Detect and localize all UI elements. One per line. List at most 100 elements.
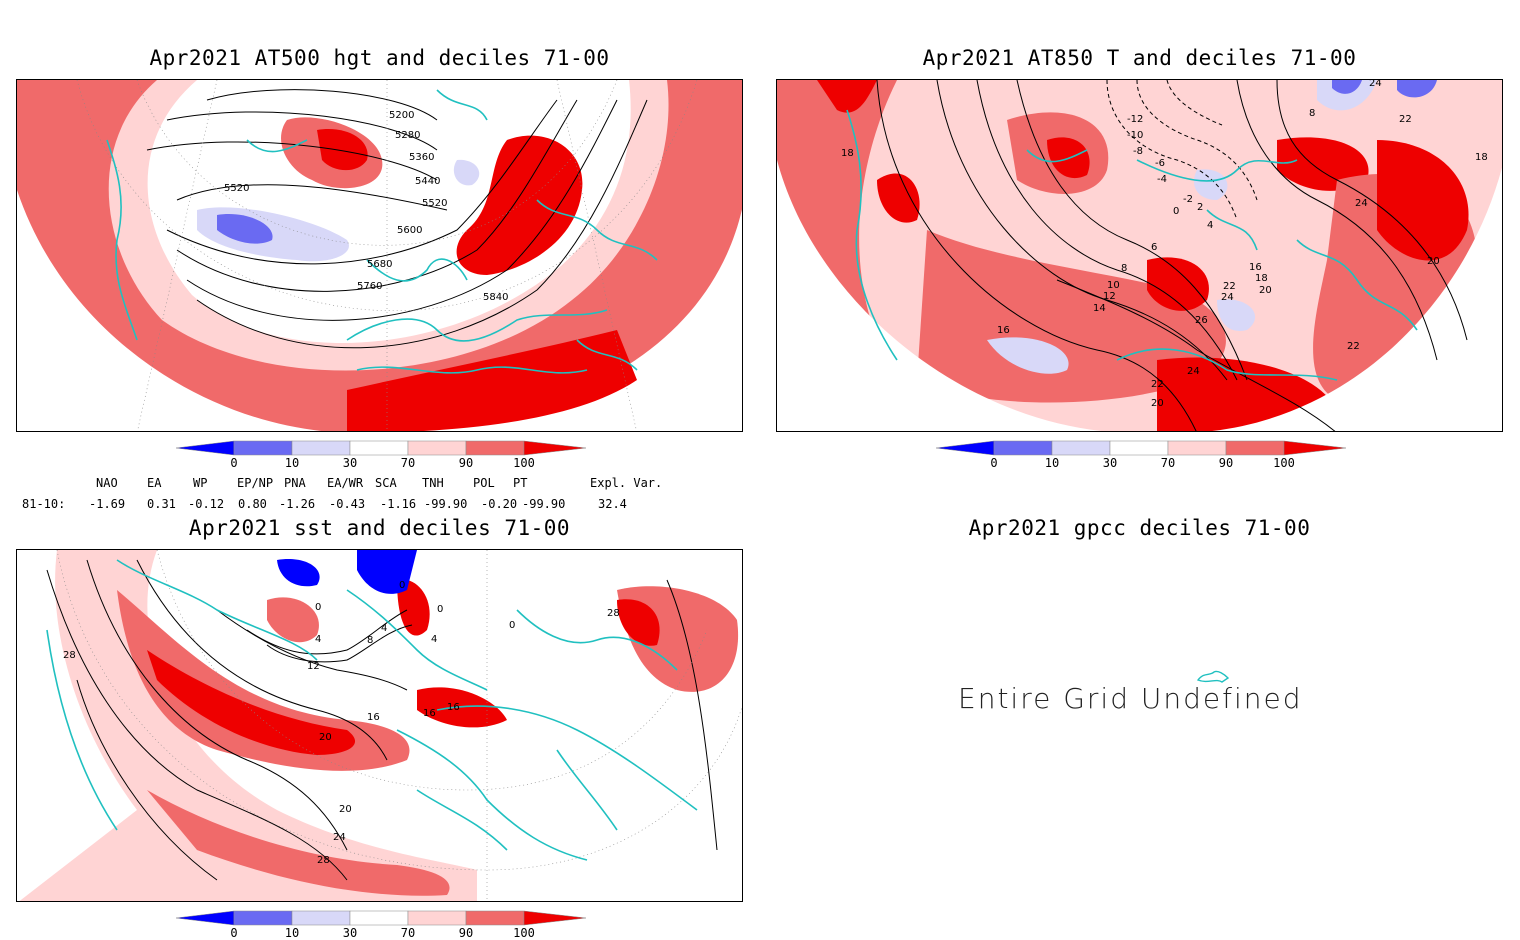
contour-label: 5840	[483, 292, 508, 303]
index-value: -99.90	[522, 497, 566, 511]
index-header: TNH	[422, 476, 444, 490]
colorbar-segment	[349, 440, 409, 456]
colorbar-segment	[175, 910, 235, 926]
colorbar-segment	[935, 440, 995, 456]
contour-label: -4	[1157, 174, 1167, 185]
colorbar-segment	[465, 440, 525, 456]
index-value: 32.4	[598, 497, 627, 511]
contour-label: 5520	[422, 198, 447, 209]
colorbar-tick-label: 90	[458, 456, 474, 470]
colorbar-tick-label: 10	[284, 926, 300, 940]
coastline-fragment	[1196, 670, 1230, 683]
contour-label: 22	[1347, 341, 1360, 352]
contour-label: 16	[447, 702, 460, 713]
contour-label: 16	[367, 712, 380, 723]
contour-label: 5680	[367, 259, 392, 270]
colorbar-tick-label: 10	[1044, 456, 1060, 470]
contour-label: 18	[841, 148, 854, 159]
index-value: -1.26	[279, 497, 316, 511]
contour-label: 8	[1309, 108, 1315, 119]
colorbar-segment	[407, 910, 467, 926]
colorbar-segment	[1167, 440, 1227, 456]
colorbar-segment	[291, 440, 351, 456]
colorbar-segment	[233, 910, 293, 926]
contour-label: 20	[319, 732, 332, 743]
index-value: 0.31	[147, 497, 176, 511]
contour-label: 4	[431, 634, 437, 645]
colorbar-tick-label: 30	[342, 926, 358, 940]
colorbar-tick-label: 70	[400, 456, 416, 470]
index-header: POL	[473, 476, 495, 490]
contour-label: 4	[1207, 220, 1213, 231]
contour-label: 20	[339, 804, 352, 815]
map-sst-svg: 0 0 0 4 4 8 4 12 16 16 16 20 20 24 28 28…	[17, 550, 742, 901]
panel-title-hgt: Apr2021 AT500 hgt and deciles 71-00	[149, 46, 610, 70]
contour-label: 22	[1223, 281, 1236, 292]
contour-label: 5280	[395, 130, 420, 141]
contour-label: 10	[1107, 280, 1120, 291]
colorbar-swatches	[935, 440, 1347, 456]
colorbar-tick-label: 0	[990, 456, 998, 470]
colorbar-segment	[993, 440, 1053, 456]
colorbar-tick-label: 0	[230, 456, 238, 470]
contour-label: 28	[317, 855, 330, 866]
index-value: 0.80	[238, 497, 267, 511]
index-value: -0.12	[188, 497, 225, 511]
map-panel-hgt: 5200 5280 5360 5440 5520 5520 5600 5680 …	[16, 79, 743, 432]
contour-label: 14	[1093, 303, 1106, 314]
colorbar-segment	[233, 440, 293, 456]
colorbar-tick-label: 100	[513, 926, 535, 940]
index-header: EP/NP	[237, 476, 274, 490]
index-value: -99.90	[424, 497, 468, 511]
contour-label: 18	[1475, 152, 1488, 163]
contour-label: -6	[1155, 158, 1165, 169]
colorbar-tick-label: 10	[284, 456, 300, 470]
colorbar-tick-label: 30	[342, 456, 358, 470]
indices-header-row: NAO EA WP EP/NP PNA EA/WR SCA TNH POL PT Expl. Var…	[0, 476, 760, 492]
contour-label: 0	[1173, 206, 1179, 217]
colorbar-segment	[1283, 440, 1347, 456]
colorbar-segment	[523, 910, 587, 926]
index-header: WP	[193, 476, 208, 490]
index-header: EA	[147, 476, 162, 490]
contour-label: -12	[1127, 114, 1143, 125]
panel-title-t850: Apr2021 AT850 T and deciles 71-00	[922, 46, 1357, 70]
index-value: -1.16	[380, 497, 417, 511]
index-header: EA/WR	[327, 476, 364, 490]
contour-label: 24	[1369, 80, 1382, 89]
map-panel-t850: -12 -10 -8 -6 -4 -2 0 2 4 6 8 10 12 14 1…	[776, 79, 1503, 432]
colorbar-tick-label: 100	[513, 456, 535, 470]
contour-label: 0	[437, 604, 443, 615]
colorbar-segment	[523, 440, 587, 456]
contour-label: 20	[1427, 256, 1440, 267]
contour-label: 2	[1197, 202, 1203, 213]
colorbar-segment	[175, 440, 235, 456]
index-header: PNA	[284, 476, 306, 490]
contour-label: 16	[997, 325, 1010, 336]
index-value: -0.43	[329, 497, 366, 511]
map-hgt-svg: 5200 5280 5360 5440 5520 5520 5600 5680 …	[17, 80, 742, 431]
colorbar-tick-label: 90	[1218, 456, 1234, 470]
colorbar-tick-label: 90	[458, 926, 474, 940]
colorbar-segment	[1051, 440, 1111, 456]
contour-label: 8	[1121, 263, 1127, 274]
contour-label: 24	[333, 832, 346, 843]
panel-title-gpcc: Apr2021 gpcc deciles 71-00	[968, 516, 1311, 540]
indices-value-row: 81-10: -1.69 0.31 -0.12 0.80 -1.26 -0.43 -1.16-…	[0, 497, 760, 513]
contour-label: 5600	[397, 225, 422, 236]
colorbar-tick-label: 70	[400, 926, 416, 940]
contour-label: 0	[509, 620, 515, 631]
index-value: -0.20	[481, 497, 518, 511]
colorbar-segment	[1225, 440, 1285, 456]
contour-label: 18	[1255, 273, 1268, 284]
contour-label: -8	[1133, 146, 1143, 157]
map-t850-svg: -12 -10 -8 -6 -4 -2 0 2 4 6 8 10 12 14 1…	[777, 80, 1502, 431]
contour-label: 20	[1259, 285, 1272, 296]
colorbar-swatches	[175, 910, 587, 926]
index-header: PT	[513, 476, 528, 490]
panel-title-sst: Apr2021 sst and deciles 71-00	[188, 516, 571, 540]
map-panel-sst: 0 0 0 4 4 8 4 12 16 16 16 20 20 24 28 28…	[16, 549, 743, 902]
colorbar-segment	[465, 910, 525, 926]
contour-label: 5440	[415, 176, 440, 187]
index-header: NAO	[96, 476, 118, 490]
